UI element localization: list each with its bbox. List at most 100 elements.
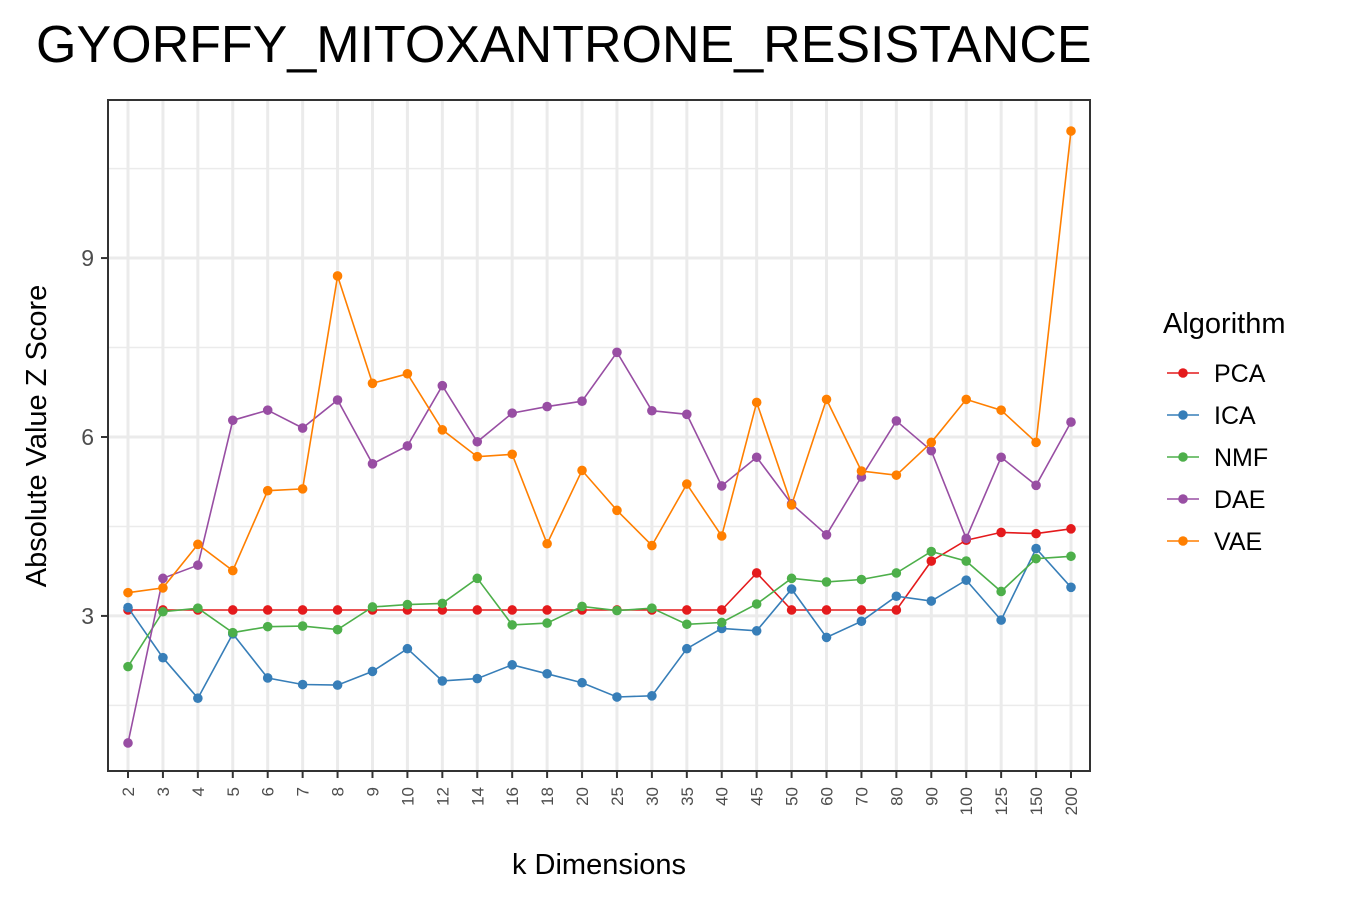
x-tick-label: 60 xyxy=(818,787,837,806)
legend-key-point xyxy=(1178,452,1188,462)
data-point xyxy=(856,574,867,585)
data-point xyxy=(926,437,937,448)
data-point xyxy=(682,605,692,615)
data-point xyxy=(262,485,273,496)
data-point xyxy=(227,627,238,638)
data-point xyxy=(507,620,517,630)
legend-label: PCA xyxy=(1214,360,1266,388)
x-axis-title: k Dimensions xyxy=(512,849,686,881)
data-point xyxy=(123,661,133,672)
legend-key-point xyxy=(1178,368,1188,378)
data-point xyxy=(507,605,517,615)
data-point xyxy=(751,626,762,636)
x-tick-label: 35 xyxy=(678,787,697,806)
x-tick-label: 6 xyxy=(259,787,278,796)
data-point xyxy=(332,680,343,690)
data-point xyxy=(786,605,797,615)
plot-border xyxy=(107,99,1091,772)
x-tick-label: 30 xyxy=(643,787,662,806)
data-point xyxy=(682,619,692,630)
data-point xyxy=(612,605,622,616)
data-point xyxy=(158,606,168,617)
data-point xyxy=(158,652,168,663)
data-point xyxy=(472,673,483,684)
data-point xyxy=(262,405,273,415)
data-point xyxy=(158,573,168,584)
data-point xyxy=(367,459,378,469)
data-point xyxy=(1031,480,1041,491)
x-tick-label: 14 xyxy=(468,787,487,806)
data-point xyxy=(1066,524,1076,534)
series-line xyxy=(127,550,1072,668)
series-vae xyxy=(123,126,1076,598)
data-point xyxy=(751,568,762,578)
data-point xyxy=(716,531,727,541)
data-point xyxy=(332,271,343,281)
data-point xyxy=(507,660,517,670)
x-tick-label: 16 xyxy=(503,787,522,806)
data-point xyxy=(821,577,832,587)
data-point xyxy=(437,676,448,686)
data-point xyxy=(821,394,832,405)
x-tick-label: 12 xyxy=(433,787,452,806)
data-point xyxy=(437,605,448,615)
data-point xyxy=(542,401,552,412)
data-point xyxy=(786,573,797,584)
data-point xyxy=(647,691,657,701)
data-point xyxy=(193,539,203,550)
legend-label: NMF xyxy=(1214,444,1268,472)
y-axis-title: Absolute Value Z Score xyxy=(21,285,53,588)
data-point xyxy=(332,624,343,635)
data-point xyxy=(577,396,587,407)
legend: Algorithm PCA ICA NMF DAE VAE xyxy=(1163,308,1286,556)
data-point xyxy=(437,425,448,435)
series-ica xyxy=(123,543,1076,704)
data-point xyxy=(891,605,902,615)
data-point xyxy=(123,738,133,748)
data-point xyxy=(577,465,587,476)
data-point xyxy=(682,409,692,420)
data-point xyxy=(926,546,937,557)
legend-label: ICA xyxy=(1214,402,1256,430)
x-tick-label: 25 xyxy=(608,787,627,806)
data-point xyxy=(891,591,902,602)
data-point xyxy=(507,449,517,460)
data-point xyxy=(821,530,832,540)
data-point xyxy=(961,556,972,566)
y-axis: 3 6 9 xyxy=(81,245,108,629)
data-point xyxy=(612,347,622,358)
data-point xyxy=(682,479,692,489)
legend-item-ica: ICA xyxy=(1167,402,1256,430)
y-tick-label: 9 xyxy=(81,245,94,271)
x-tick-label: 7 xyxy=(294,787,313,796)
data-point xyxy=(262,621,273,632)
data-point xyxy=(1031,553,1041,564)
x-tick-label: 9 xyxy=(363,787,382,796)
data-point xyxy=(297,605,308,615)
data-point xyxy=(472,605,483,615)
data-point xyxy=(227,565,238,576)
data-point xyxy=(402,599,413,610)
x-tick-label: 200 xyxy=(1062,787,1081,815)
legend-key-point xyxy=(1178,536,1188,546)
series-nmf xyxy=(123,546,1076,672)
data-point xyxy=(1066,126,1076,136)
x-tick-label: 150 xyxy=(1027,787,1046,815)
data-point xyxy=(1066,582,1076,593)
x-tick-label: 80 xyxy=(887,787,906,806)
data-point xyxy=(856,466,867,476)
data-point xyxy=(402,643,413,654)
legend-title: Algorithm xyxy=(1163,308,1286,340)
data-point xyxy=(297,484,308,494)
x-tick-label: 3 xyxy=(154,787,173,796)
data-point xyxy=(612,692,622,702)
data-point xyxy=(891,568,902,578)
data-point xyxy=(716,481,727,491)
legend-label: DAE xyxy=(1214,486,1265,514)
data-point xyxy=(821,605,832,615)
x-tick-label: 90 xyxy=(922,787,941,806)
data-point xyxy=(996,527,1006,538)
x-tick-label: 18 xyxy=(538,787,557,806)
data-point xyxy=(996,405,1006,415)
